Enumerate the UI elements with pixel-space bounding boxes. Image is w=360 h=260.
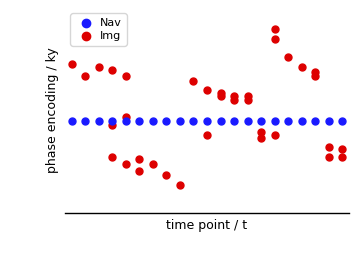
Img bbox=[177, 183, 183, 187]
Img bbox=[339, 154, 345, 159]
Img bbox=[150, 161, 156, 166]
Nav bbox=[123, 119, 129, 123]
Y-axis label: phase encoding / ky: phase encoding / ky bbox=[46, 48, 59, 173]
Img bbox=[339, 147, 345, 152]
Img bbox=[245, 98, 251, 102]
Img bbox=[272, 27, 278, 31]
Img bbox=[218, 91, 224, 95]
Img bbox=[272, 133, 278, 137]
Img bbox=[163, 173, 169, 177]
Nav bbox=[231, 119, 237, 123]
Nav bbox=[272, 119, 278, 123]
Img bbox=[231, 94, 237, 98]
Nav bbox=[136, 119, 142, 123]
Nav bbox=[150, 119, 156, 123]
Nav bbox=[285, 119, 291, 123]
Img bbox=[109, 154, 115, 159]
Img bbox=[69, 62, 75, 67]
Img bbox=[109, 68, 115, 72]
Nav bbox=[69, 119, 75, 123]
Img bbox=[258, 130, 264, 134]
Img bbox=[326, 145, 332, 149]
Nav bbox=[177, 119, 183, 123]
Img bbox=[109, 123, 115, 127]
Nav bbox=[258, 119, 264, 123]
Img bbox=[285, 55, 291, 60]
Nav bbox=[218, 119, 224, 123]
Img bbox=[136, 157, 142, 161]
Img bbox=[258, 136, 264, 140]
Img bbox=[123, 161, 129, 166]
Nav bbox=[190, 119, 196, 123]
Img bbox=[312, 69, 318, 74]
Nav bbox=[163, 119, 169, 123]
Img bbox=[82, 74, 88, 78]
Img bbox=[96, 65, 102, 69]
Img bbox=[272, 37, 278, 41]
X-axis label: time point / t: time point / t bbox=[166, 219, 248, 232]
Img bbox=[204, 88, 210, 92]
Nav bbox=[326, 119, 332, 123]
Img bbox=[123, 115, 129, 119]
Img bbox=[231, 98, 237, 102]
Nav bbox=[245, 119, 251, 123]
Img bbox=[190, 79, 196, 83]
Img bbox=[136, 169, 142, 173]
Img bbox=[312, 74, 318, 78]
Nav bbox=[109, 119, 115, 123]
Img bbox=[218, 94, 224, 98]
Nav bbox=[82, 119, 88, 123]
Legend: Nav, Img: Nav, Img bbox=[70, 13, 127, 46]
Img bbox=[299, 65, 305, 69]
Nav bbox=[96, 119, 102, 123]
Img bbox=[123, 74, 129, 78]
Img bbox=[326, 154, 332, 159]
Nav bbox=[204, 119, 210, 123]
Img bbox=[245, 94, 251, 98]
Nav bbox=[312, 119, 318, 123]
Nav bbox=[299, 119, 305, 123]
Img bbox=[204, 133, 210, 137]
Nav bbox=[339, 119, 345, 123]
